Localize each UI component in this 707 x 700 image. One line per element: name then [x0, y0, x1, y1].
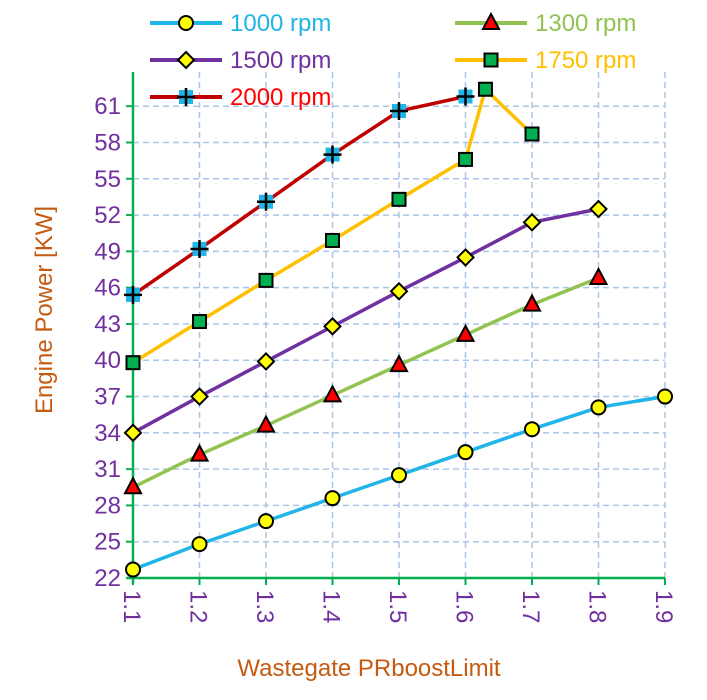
y-axis-title: Engine Power [KW] — [31, 206, 58, 414]
data-point — [189, 443, 210, 462]
data-point — [325, 232, 340, 248]
series-line — [132, 207, 599, 435]
series-1000-rpm — [125, 388, 673, 578]
data-point — [190, 387, 209, 406]
data-point — [390, 102, 408, 121]
data-point — [477, 81, 493, 97]
data-point — [178, 15, 194, 31]
data-point — [256, 352, 276, 371]
data-point — [522, 293, 542, 312]
data-point — [322, 384, 343, 403]
data-point — [391, 191, 407, 207]
y-tick-label: 55 — [94, 166, 121, 193]
data-point — [456, 248, 475, 267]
y-tick-label: 46 — [94, 275, 121, 302]
data-point — [389, 353, 409, 373]
data-point — [323, 316, 342, 336]
grid-lines — [132, 72, 666, 579]
data-point — [125, 355, 141, 371]
legend-item: 1000 rpm — [150, 10, 331, 37]
x-tick-label: 1.6 — [451, 590, 478, 623]
x-axis-title: Wastegate PRboostLimit — [237, 655, 501, 682]
series-1300-rpm — [123, 266, 609, 495]
series-line — [132, 276, 600, 489]
data-point — [588, 266, 609, 285]
data-point — [483, 52, 499, 68]
x-tick-label: 1.9 — [650, 590, 677, 623]
x-tick-label: 1.8 — [584, 590, 611, 623]
legend: 1000 rpm 1300 rpm 1500 rpm 1750 rpm 2000 rpm — [150, 10, 636, 111]
legend-item: 1750 rpm — [455, 47, 636, 74]
data-point — [191, 536, 208, 553]
y-tick-label: 22 — [94, 565, 121, 592]
data-point — [481, 11, 501, 30]
data-point — [524, 421, 540, 438]
data-point — [257, 192, 275, 211]
data-point — [590, 399, 607, 416]
data-point — [123, 476, 143, 495]
data-point — [589, 199, 608, 219]
legend-item: 1300 rpm — [455, 10, 636, 37]
data-point — [177, 88, 195, 106]
y-tick-label: 61 — [94, 93, 121, 120]
data-point — [456, 87, 475, 106]
data-point — [258, 272, 274, 288]
x-tick-label: 1.5 — [384, 590, 411, 623]
data-point — [190, 239, 209, 258]
y-tick-label: 34 — [94, 420, 121, 447]
data-point — [324, 490, 341, 507]
data-point — [192, 314, 207, 330]
x-tick-label: 1.7 — [517, 590, 544, 623]
data-point — [124, 285, 142, 304]
series-2000-rpm — [124, 87, 475, 304]
data-point — [391, 467, 407, 484]
legend-label: 2000 rpm — [230, 84, 331, 111]
data-point — [657, 388, 673, 405]
y-tick-label: 58 — [94, 129, 121, 156]
data-point — [176, 50, 196, 70]
y-tick-label: 52 — [94, 202, 121, 229]
legend-item: 1500 rpm — [150, 47, 331, 74]
legend-label: 1500 rpm — [230, 47, 331, 74]
data-point — [455, 323, 476, 342]
series-line — [132, 94, 466, 297]
data-point — [458, 151, 473, 167]
series-line — [132, 87, 534, 365]
y-tick-label: 31 — [94, 456, 121, 483]
legend-item: 2000 rpm — [150, 84, 331, 111]
x-tick-label: 1.4 — [318, 590, 345, 623]
x-tick-label: 1.3 — [251, 590, 278, 623]
series-1750-rpm — [125, 81, 540, 371]
y-tick-label: 28 — [94, 492, 121, 519]
y-tick-label: 49 — [94, 238, 121, 265]
data-point — [522, 212, 542, 232]
data-point — [258, 513, 274, 530]
data-point — [457, 444, 474, 461]
legend-label: 1300 rpm — [535, 10, 636, 37]
legend-label: 1750 rpm — [535, 47, 636, 74]
x-tick-label: 1.1 — [118, 590, 145, 623]
y-tick-label: 37 — [94, 384, 121, 411]
series-1500-rpm — [123, 199, 608, 443]
y-tick-label: 43 — [94, 311, 121, 338]
legend-label: 1000 rpm — [230, 10, 331, 37]
data-point — [323, 145, 342, 164]
data-point — [125, 561, 141, 578]
data-point — [123, 423, 143, 443]
y-tick-label: 40 — [94, 347, 121, 374]
y-tick-label: 25 — [94, 529, 121, 556]
data-point — [256, 414, 276, 433]
data-point — [524, 126, 540, 142]
x-tick-label: 1.2 — [185, 590, 212, 623]
data-point — [389, 281, 409, 301]
